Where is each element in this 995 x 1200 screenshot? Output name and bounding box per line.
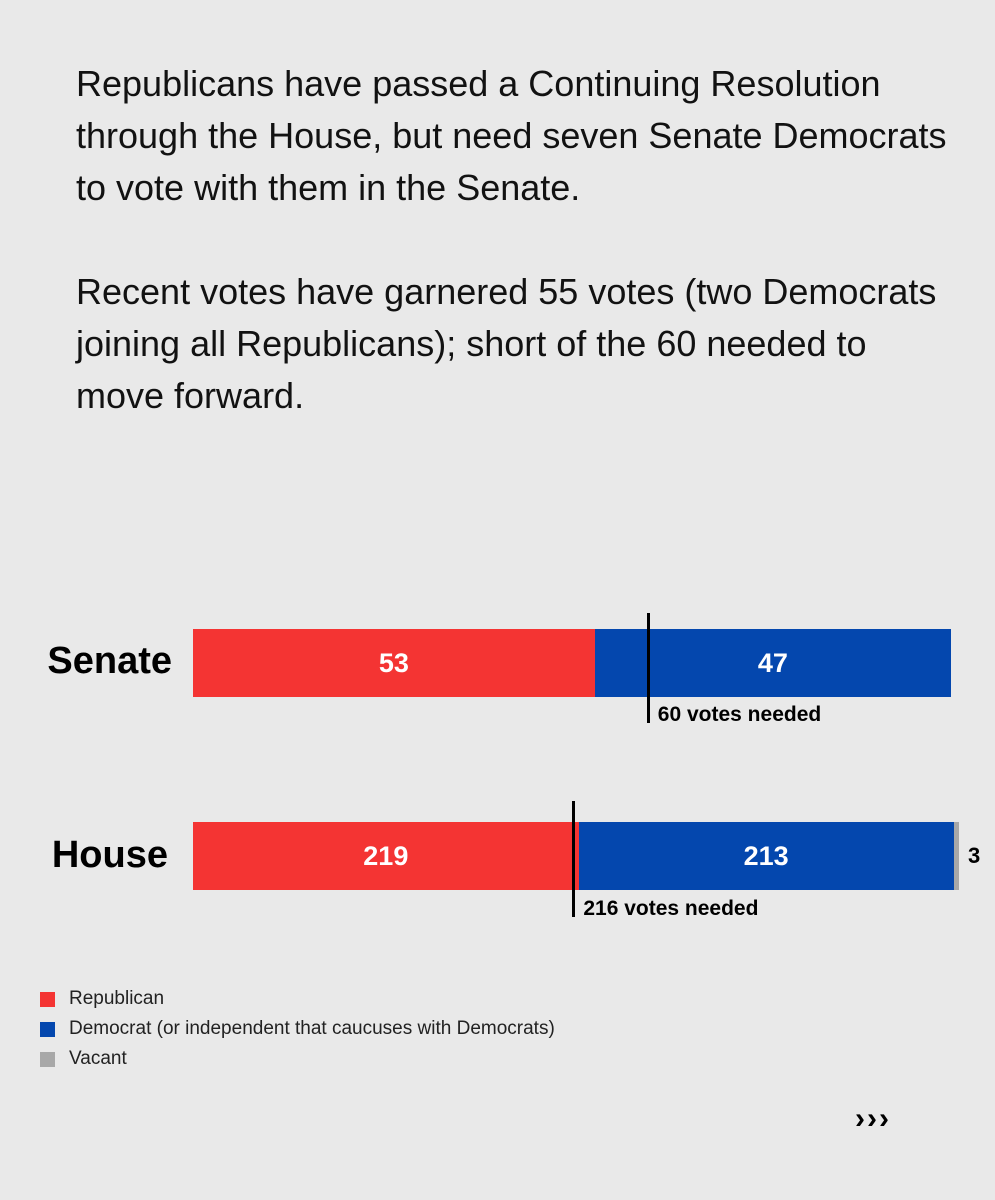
- senate-threshold-line: [646, 613, 650, 723]
- house-republican-bar: 219: [193, 822, 579, 890]
- house-vacant-bar: [953, 822, 959, 890]
- next-arrow-icon[interactable]: ›››: [855, 1102, 891, 1135]
- democrat-swatch: [40, 1021, 55, 1037]
- legend: Republican Democrat (or independent that…: [40, 984, 555, 1074]
- senate-democrat-bar: 47: [594, 629, 951, 697]
- house-threshold-label: 216 votes needed: [583, 897, 759, 920]
- intro-text: Republicans have passed a Continuing Res…: [76, 58, 956, 422]
- house-democrat-value: 213: [743, 840, 789, 871]
- house-democrat-bar: 213: [578, 822, 954, 890]
- house-bar: 219 213: [193, 822, 959, 890]
- intro-paragraph-2: Recent votes have garnered 55 votes (two…: [76, 271, 937, 416]
- senate-threshold-label: 60 votes needed: [657, 703, 822, 726]
- house-threshold-line: [572, 801, 576, 917]
- legend-item-vacant: Vacant: [40, 1044, 555, 1074]
- intro-paragraph-1: Republicans have passed a Continuing Res…: [76, 63, 947, 208]
- legend-label-republican: Republican: [69, 988, 165, 1009]
- house-label: House: [51, 834, 168, 876]
- legend-label-vacant: Vacant: [69, 1048, 127, 1069]
- house-republican-value: 219: [363, 840, 409, 871]
- republican-swatch: [40, 991, 55, 1007]
- legend-item-democrat: Democrat (or independent that caucuses w…: [40, 1014, 555, 1044]
- legend-label-democrat: Democrat (or independent that caucuses w…: [69, 1018, 555, 1039]
- senate-label: Senate: [47, 640, 172, 682]
- house-vacant-value: 3: [968, 843, 981, 868]
- legend-item-republican: Republican: [40, 984, 555, 1014]
- vacant-swatch: [40, 1051, 55, 1067]
- senate-republican-bar: 53: [193, 629, 595, 697]
- senate-democrat-value: 47: [757, 647, 788, 678]
- senate-republican-value: 53: [378, 647, 409, 678]
- senate-bar: 53 47: [193, 629, 951, 697]
